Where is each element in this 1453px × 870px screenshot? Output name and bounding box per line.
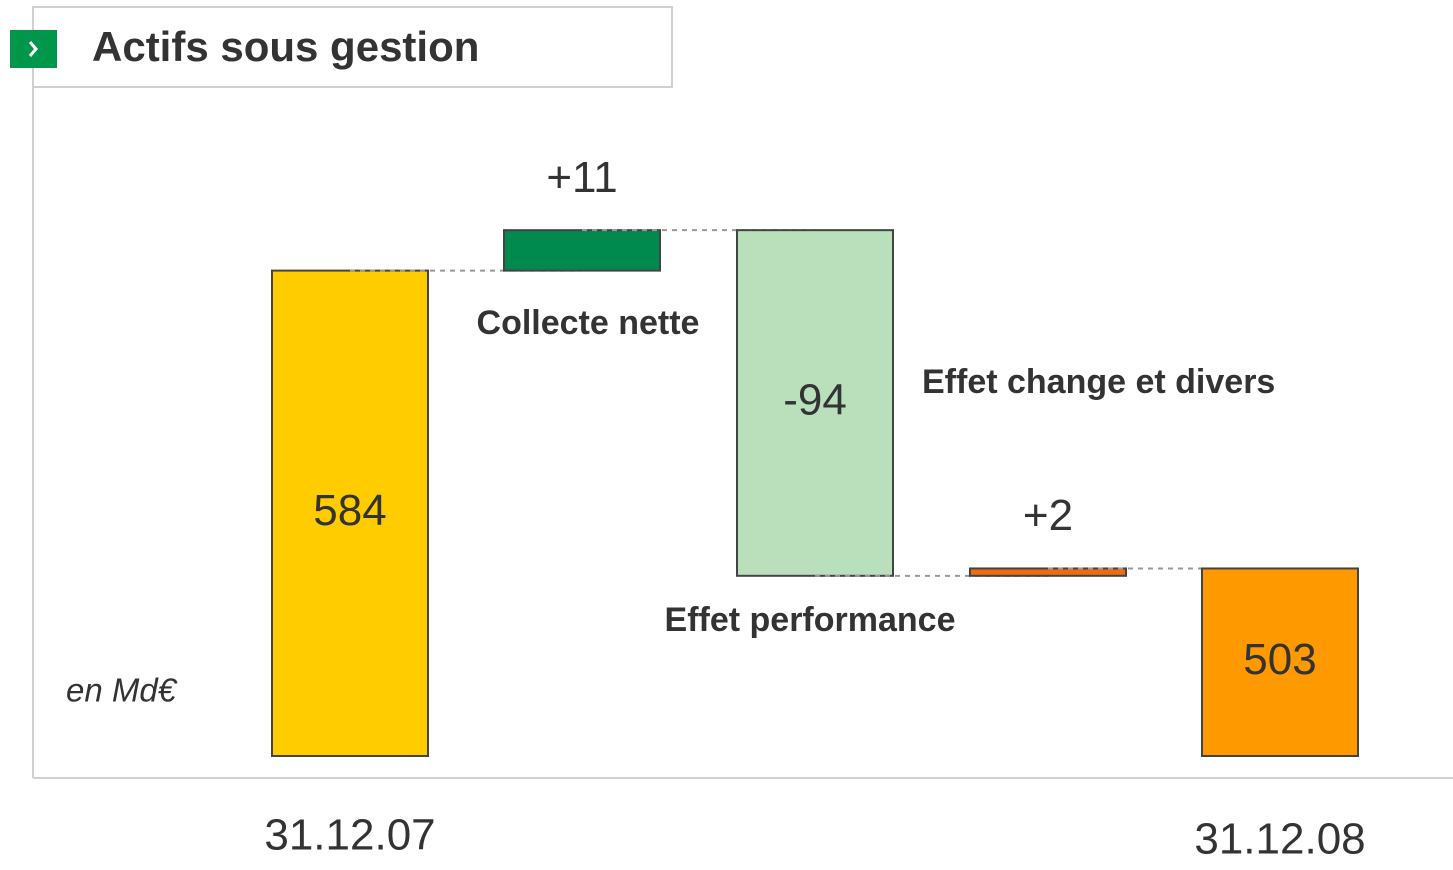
category-label: 31.12.08 <box>1194 815 1365 864</box>
bar <box>969 567 1127 577</box>
chart-title: Actifs sous gestion <box>92 23 479 70</box>
category-label: Effet performance <box>665 601 956 639</box>
value-label: 503 <box>1243 635 1316 684</box>
bar <box>1201 567 1359 758</box>
value-label: +11 <box>546 153 617 202</box>
unit-note: en Md€ <box>66 672 178 709</box>
bar <box>503 229 661 272</box>
value-label: -94 <box>783 376 847 425</box>
value-label: +2 <box>1023 491 1073 540</box>
category-label: Effet change et divers <box>922 363 1275 401</box>
bar <box>271 269 429 757</box>
chevron <box>28 41 38 57</box>
value-label: 584 <box>313 486 386 535</box>
title-icon <box>10 30 57 68</box>
category-label: Collecte nette <box>477 304 700 342</box>
category-label: 31.12.07 <box>264 811 435 860</box>
